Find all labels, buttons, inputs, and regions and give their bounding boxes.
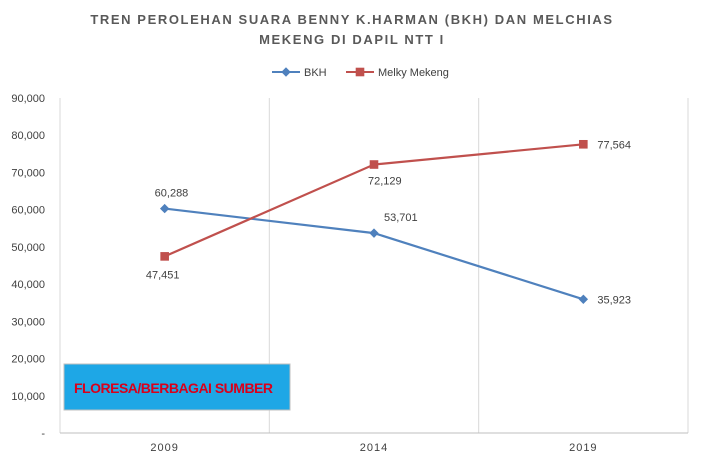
data-label: 47,451 [146, 269, 180, 281]
data-point [160, 252, 169, 261]
y-tick-label: 50,000 [11, 242, 45, 254]
data-label: 77,564 [597, 139, 631, 151]
legend-marker [281, 67, 291, 77]
chart-title: TREN PEROLEHAN SUARA BENNY K.HARMAN (BKH… [90, 12, 613, 47]
y-tick-label: 10,000 [11, 391, 45, 403]
annotation-box [63, 363, 291, 411]
chart-title-line: TREN PEROLEHAN SUARA BENNY K.HARMAN (BKH… [90, 12, 613, 27]
data-point [579, 139, 588, 149]
y-tick-label: 60,000 [11, 205, 45, 217]
y-tick-label: 90,000 [11, 93, 45, 105]
data-point [369, 228, 379, 238]
legend-marker [355, 67, 365, 77]
x-tick-label: 2014 [360, 442, 388, 454]
data-label: 53,701 [384, 212, 418, 224]
legend-label: Melky Mekeng [378, 67, 449, 79]
data-label: 60,288 [155, 188, 189, 200]
y-tick-label: 70,000 [11, 167, 45, 179]
y-axis: - 10,000 20,000 30,000 40,000 50,000 60,000 70,… [11, 93, 45, 440]
data-labels: 60,288 53,701 35,923 47,451 72,129 77,564 [146, 139, 631, 306]
y-tick-label: 20,000 [11, 354, 45, 366]
annotation-text: FLORESA/BERBAGAI SUMBER [74, 380, 273, 396]
chart-title-line: MEKENG DI DAPIL NTT I [259, 32, 445, 47]
legend: BKH Melky Mekeng [272, 67, 449, 79]
data-label: 72,129 [368, 176, 402, 188]
series [159, 139, 589, 304]
y-tick-label: 30,000 [11, 316, 45, 328]
y-tick-label: 40,000 [11, 279, 45, 291]
data-point [159, 203, 170, 214]
data-point [578, 294, 589, 304]
data-label: 35,923 [597, 294, 631, 306]
data-point [369, 160, 379, 169]
x-tick-label: 2009 [150, 442, 178, 454]
legend-label: BKH [304, 67, 327, 79]
x-tick-label: 2019 [569, 442, 597, 454]
y-tick-label: - [41, 428, 45, 440]
source-annotation: FLORESA/BERBAGAI SUMBER [63, 363, 291, 411]
series-line [164, 207, 584, 301]
y-tick-label: 80,000 [11, 130, 45, 142]
x-axis: 2009 2014 2019 [150, 442, 597, 454]
